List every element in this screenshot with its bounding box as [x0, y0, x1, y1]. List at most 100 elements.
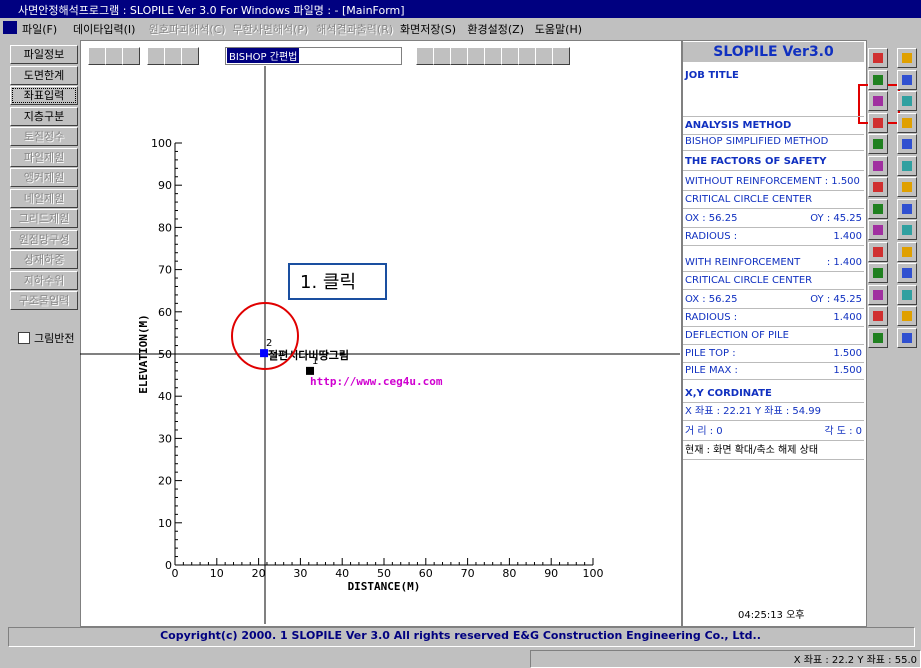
menu-item[interactable]: 해석결과출력(R): [316, 23, 394, 36]
tool-button[interactable]: [122, 47, 140, 65]
row-right: OY : 45.25: [810, 213, 862, 224]
x-axis-label: DISTANCE(M): [348, 580, 421, 593]
point: [306, 366, 315, 375]
tool-icon[interactable]: [897, 177, 917, 197]
tool-button[interactable]: [181, 47, 199, 65]
tool-button[interactable]: [147, 47, 165, 65]
row-left: BISHOP SIMPLIFIED METHOD: [685, 136, 829, 147]
side-button[interactable]: 그리드제원: [10, 209, 78, 228]
row-left: X,Y CORDINATE: [685, 388, 772, 399]
tool-icon[interactable]: [868, 241, 888, 262]
x-tick-label: 60: [419, 567, 433, 580]
tool-icon[interactable]: [868, 177, 888, 197]
tool-button[interactable]: [105, 47, 123, 65]
panel-row: 현재 : 화면 확대/축소 해제 상태: [683, 443, 864, 460]
menu-item[interactable]: 원호파괴해석(C): [148, 23, 226, 36]
tool-icon[interactable]: [897, 220, 917, 240]
side-button[interactable]: 지층구분: [10, 106, 78, 126]
row-left: RADIOUS :: [685, 231, 738, 242]
icon-glyph: [902, 268, 912, 278]
tool-icon[interactable]: [897, 198, 917, 219]
tool-icon[interactable]: [897, 284, 917, 305]
panel-row: CRITICAL CIRCLE CENTER: [683, 192, 864, 209]
tool-icon[interactable]: [868, 155, 888, 176]
tool-icon[interactable]: [868, 327, 888, 348]
icon-glyph: [873, 268, 883, 278]
side-button[interactable]: 파일제원: [10, 147, 78, 167]
icon-glyph: [873, 53, 883, 63]
y-tick-label: 20: [158, 475, 172, 488]
point-label: 2: [266, 338, 272, 349]
tool-icon[interactable]: [897, 327, 917, 348]
tool-button[interactable]: [433, 47, 451, 65]
title-bar: [0, 0, 921, 18]
right-panel: [682, 40, 867, 627]
y-tick-label: 40: [158, 390, 172, 403]
menu-item[interactable]: 화면저장(S): [400, 23, 457, 36]
tool-icon[interactable]: [897, 155, 917, 176]
menu-item[interactable]: 도움말(H): [534, 23, 583, 36]
menu-item[interactable]: 환경설정(Z): [467, 23, 524, 36]
tool-button[interactable]: [416, 47, 434, 65]
tool-icon[interactable]: [868, 263, 888, 283]
menu-item[interactable]: 무한사면해석(P): [232, 23, 309, 36]
icon-glyph: [902, 182, 912, 192]
x-tick-label: 100: [583, 567, 604, 580]
tool-icon[interactable]: [868, 134, 888, 154]
tool-icon[interactable]: [897, 48, 917, 68]
y-tick-label: 80: [158, 221, 172, 234]
tool-icon[interactable]: [897, 134, 917, 154]
tool-icon[interactable]: [868, 91, 888, 111]
side-button[interactable]: 좌표입력: [10, 86, 78, 105]
tool-icon[interactable]: [868, 284, 888, 305]
row-left: 거 리 : 0: [685, 426, 723, 437]
checkbox[interactable]: [18, 332, 30, 344]
row-left: OX : 56.25: [685, 294, 738, 305]
tool-button[interactable]: [450, 47, 468, 65]
tool-icon[interactable]: [868, 220, 888, 240]
panel-row: OX : 56.25 OY : 45.25: [683, 292, 864, 309]
tool-icon[interactable]: [868, 198, 888, 219]
tool-icon[interactable]: [868, 69, 888, 90]
tool-button[interactable]: [535, 47, 553, 65]
panel-row: CRITICAL CIRCLE CENTER: [683, 273, 864, 290]
icon-glyph: [902, 246, 912, 257]
icon-glyph: [873, 117, 883, 128]
tool-icon[interactable]: [897, 241, 917, 262]
tool-icon[interactable]: [868, 306, 888, 326]
tool-icon[interactable]: [897, 112, 917, 133]
side-button[interactable]: 파일정보: [10, 45, 78, 64]
tool-icon[interactable]: [868, 48, 888, 68]
tool-icon[interactable]: [868, 112, 888, 133]
side-button[interactable]: 상재하중: [10, 250, 78, 269]
row-right: 1.500: [833, 365, 862, 376]
tool-icon[interactable]: [897, 91, 917, 111]
tool-icon[interactable]: [897, 306, 917, 326]
side-button[interactable]: 원점망구성: [10, 229, 78, 249]
icon-glyph: [902, 160, 912, 171]
point-label: 1: [312, 356, 318, 367]
side-button[interactable]: 네일제원: [10, 188, 78, 208]
menu-item[interactable]: 파일(F): [22, 23, 58, 36]
tool-button[interactable]: [552, 47, 570, 65]
tool-button[interactable]: [88, 47, 106, 65]
side-button[interactable]: 구조물입력: [10, 291, 78, 310]
plot: 0 10 20 30 40 50 60 70 80 90 100010203040506070809…: [80, 66, 680, 624]
row-right: 1.500: [833, 348, 862, 359]
tool-button[interactable]: [467, 47, 485, 65]
tool-button[interactable]: [164, 47, 182, 65]
panel-row: BISHOP SIMPLIFIED METHOD: [683, 134, 864, 151]
tool-button[interactable]: [501, 47, 519, 65]
side-button[interactable]: 토질정수: [10, 127, 78, 146]
panel-row: X 좌표 : 22.21 Y 좌표 : 54.99: [683, 404, 864, 421]
menu-item[interactable]: 데이타입력(I): [73, 23, 136, 36]
tool-button[interactable]: [484, 47, 502, 65]
tool-icon[interactable]: [897, 263, 917, 283]
x-tick-label: 50: [377, 567, 391, 580]
side-button[interactable]: 앵커제원: [10, 168, 78, 187]
tool-button[interactable]: [518, 47, 536, 65]
tool-icon[interactable]: [897, 69, 917, 90]
x-tick-label: 0: [172, 567, 179, 580]
side-button[interactable]: 도면한계: [10, 65, 78, 85]
side-button[interactable]: 지하수위: [10, 270, 78, 290]
